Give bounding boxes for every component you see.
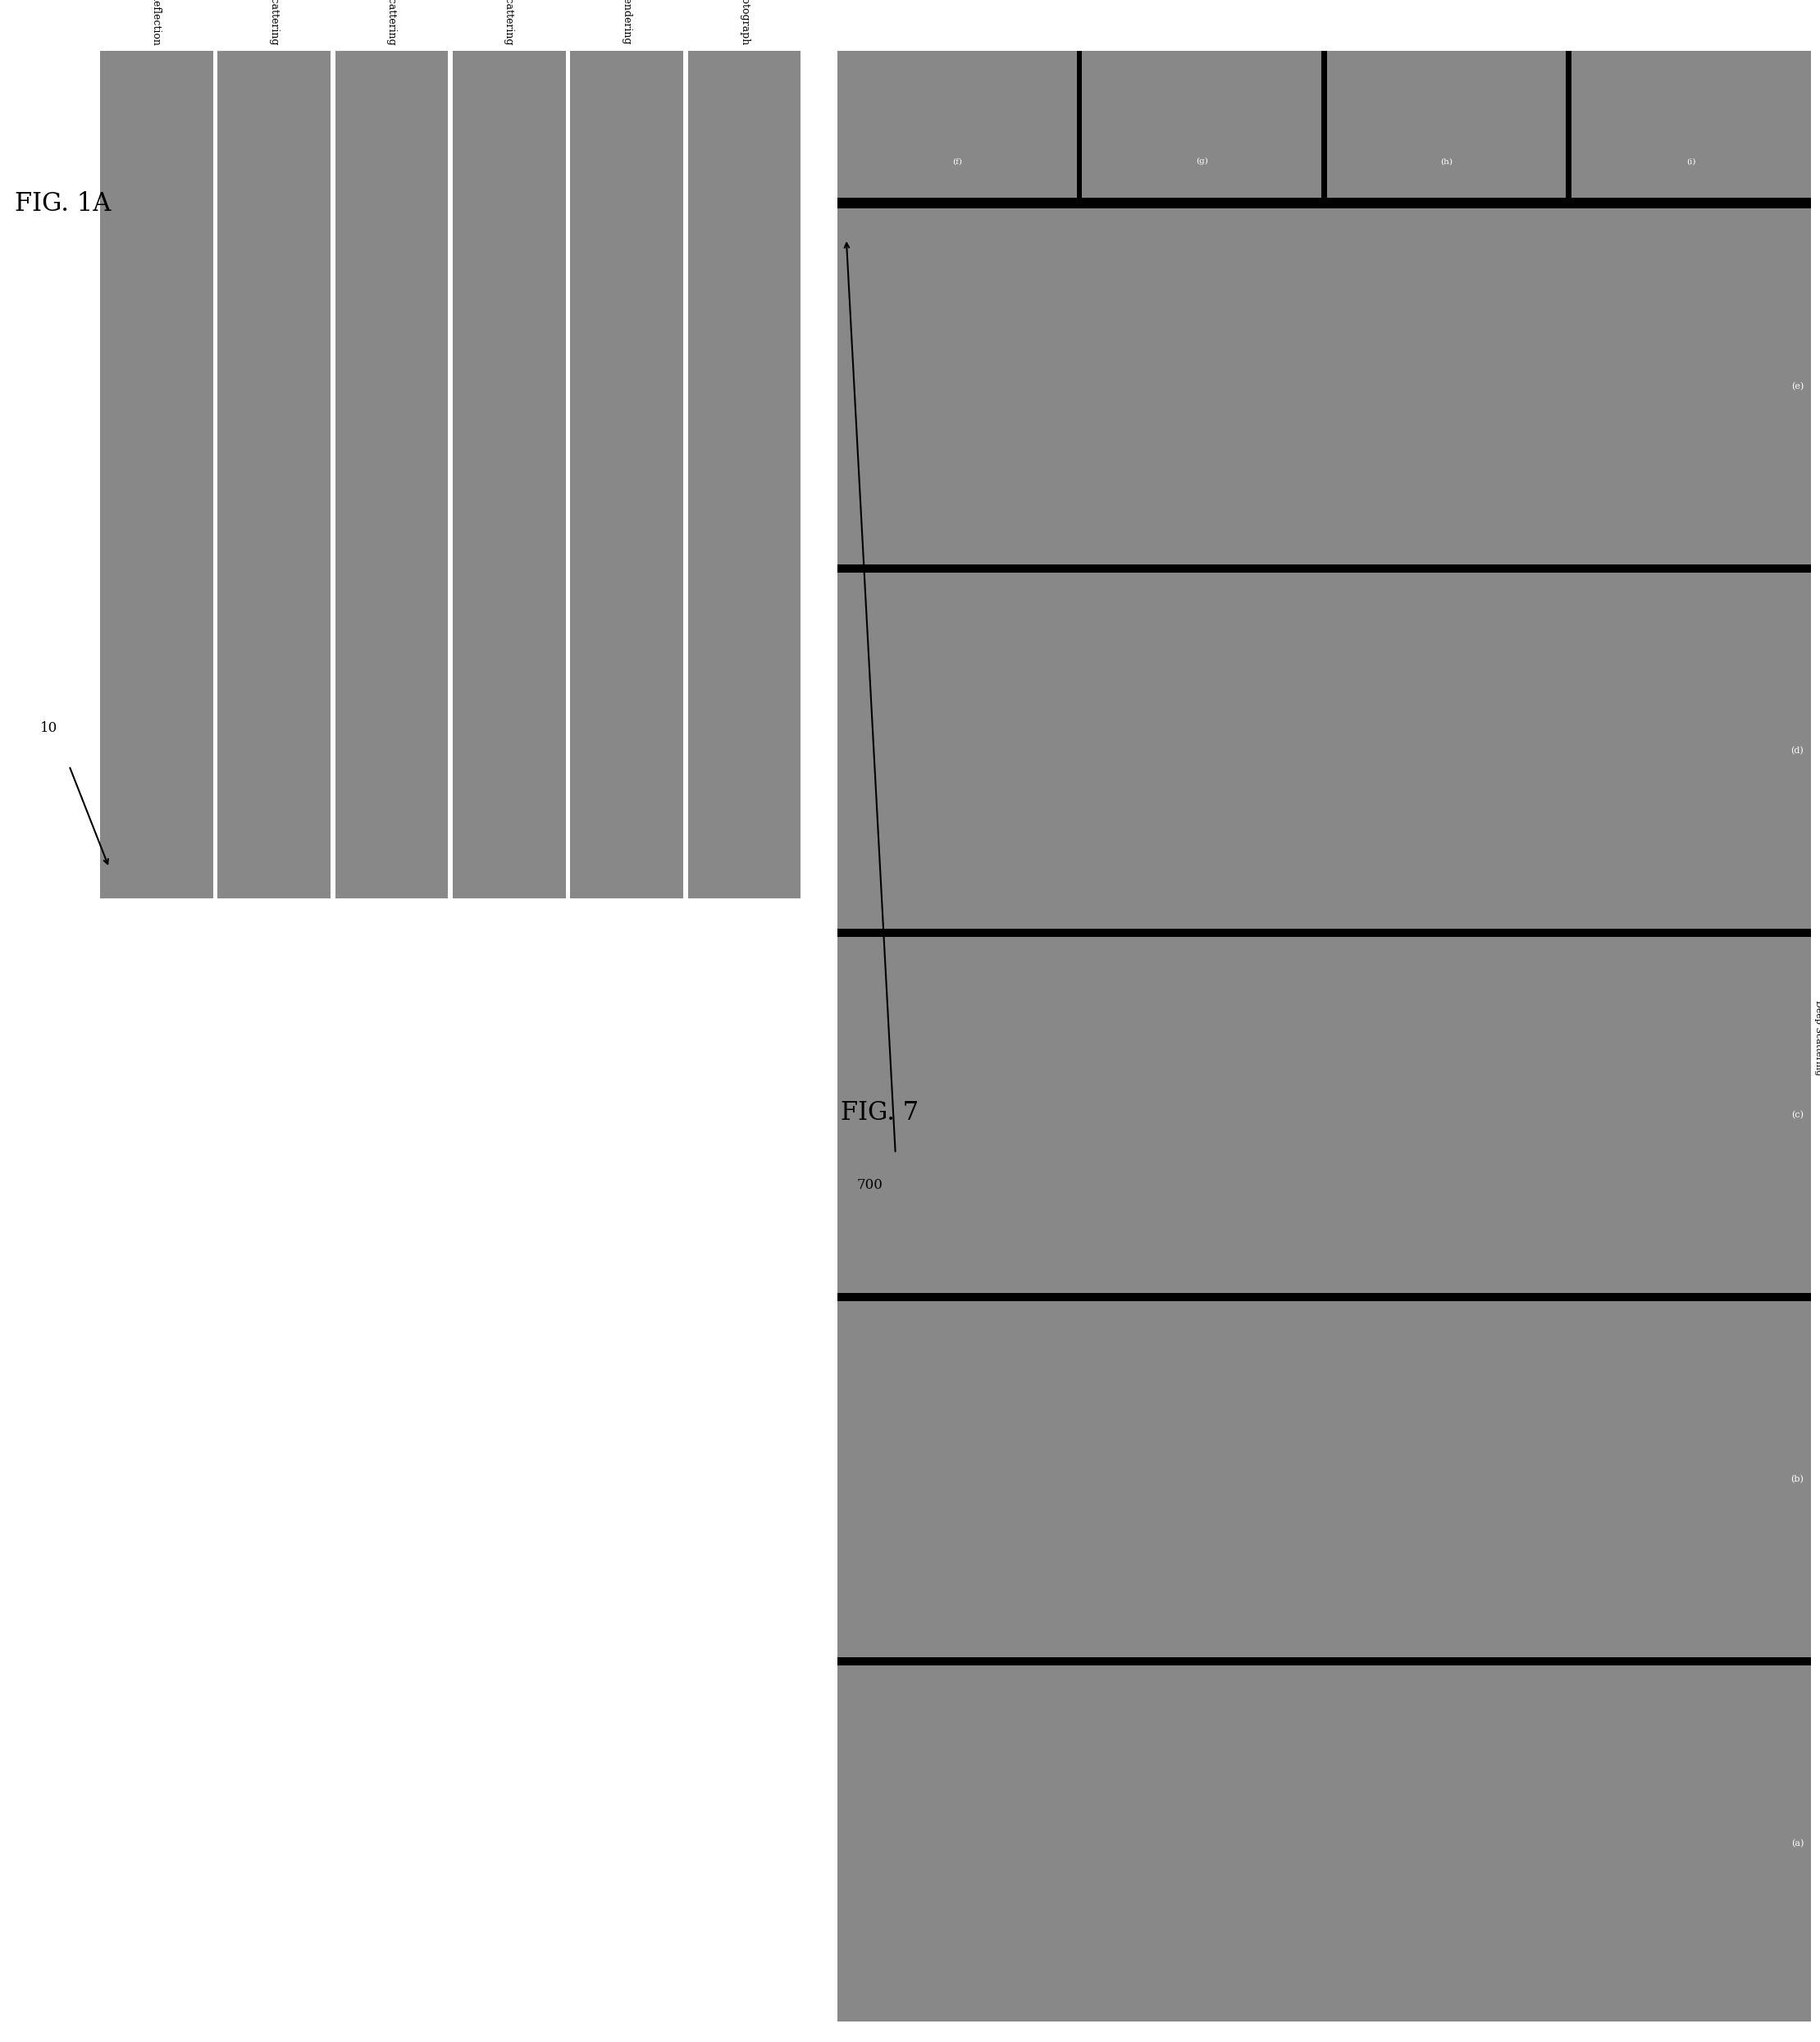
Bar (837, 1658, 1811, 1666)
Text: (d): (d) (1791, 747, 1804, 756)
Text: (i): (i) (1687, 157, 1696, 165)
Bar (837, 51, 1811, 2022)
Text: (c): (c) (1791, 1111, 1804, 1119)
Bar (837, 937, 1811, 1293)
Bar (682, 51, 688, 898)
Bar (1081, 51, 1321, 198)
Bar (213, 51, 218, 898)
Bar (1327, 51, 1565, 198)
Bar (837, 208, 1811, 564)
Bar (1077, 51, 1081, 198)
Bar (688, 51, 801, 898)
Bar (1321, 51, 1327, 198)
Bar (448, 51, 453, 898)
Text: 700: 700 (857, 1178, 883, 1193)
Bar (218, 51, 331, 898)
Text: (g): (g) (1196, 157, 1208, 165)
Bar (100, 51, 213, 898)
Bar (100, 51, 801, 898)
Text: Photograph: Photograph (739, 0, 750, 45)
Text: Single Scattering: Single Scattering (269, 0, 280, 45)
Bar (837, 51, 1077, 198)
Bar (837, 1301, 1811, 1658)
Bar (1571, 51, 1811, 198)
Text: (h): (h) (1440, 157, 1452, 165)
Bar (331, 51, 335, 898)
Bar (837, 929, 1811, 937)
Text: Rendering: Rendering (621, 0, 632, 45)
Text: FIG. 7: FIG. 7 (841, 1101, 919, 1125)
Text: Shallow Scattering: Shallow Scattering (386, 0, 397, 45)
Text: (a): (a) (1791, 1840, 1804, 1848)
Bar (566, 51, 570, 898)
Text: Specular Reflection: Specular Reflection (151, 0, 162, 45)
Text: (f): (f) (952, 157, 961, 165)
Bar (570, 51, 682, 898)
Text: (e): (e) (1791, 382, 1804, 390)
Bar (837, 1293, 1811, 1301)
Bar (335, 51, 448, 898)
Text: Deep Scattering: Deep Scattering (1815, 1001, 1820, 1076)
Text: (b): (b) (1791, 1474, 1804, 1482)
Bar (837, 1666, 1811, 2022)
Text: 10: 10 (40, 721, 58, 735)
Bar (453, 51, 566, 898)
Text: FIG. 1A: FIG. 1A (15, 192, 111, 216)
Bar (837, 564, 1811, 572)
Text: Deep Scattering: Deep Scattering (504, 0, 515, 45)
Bar (837, 572, 1811, 929)
Bar (1565, 51, 1571, 198)
